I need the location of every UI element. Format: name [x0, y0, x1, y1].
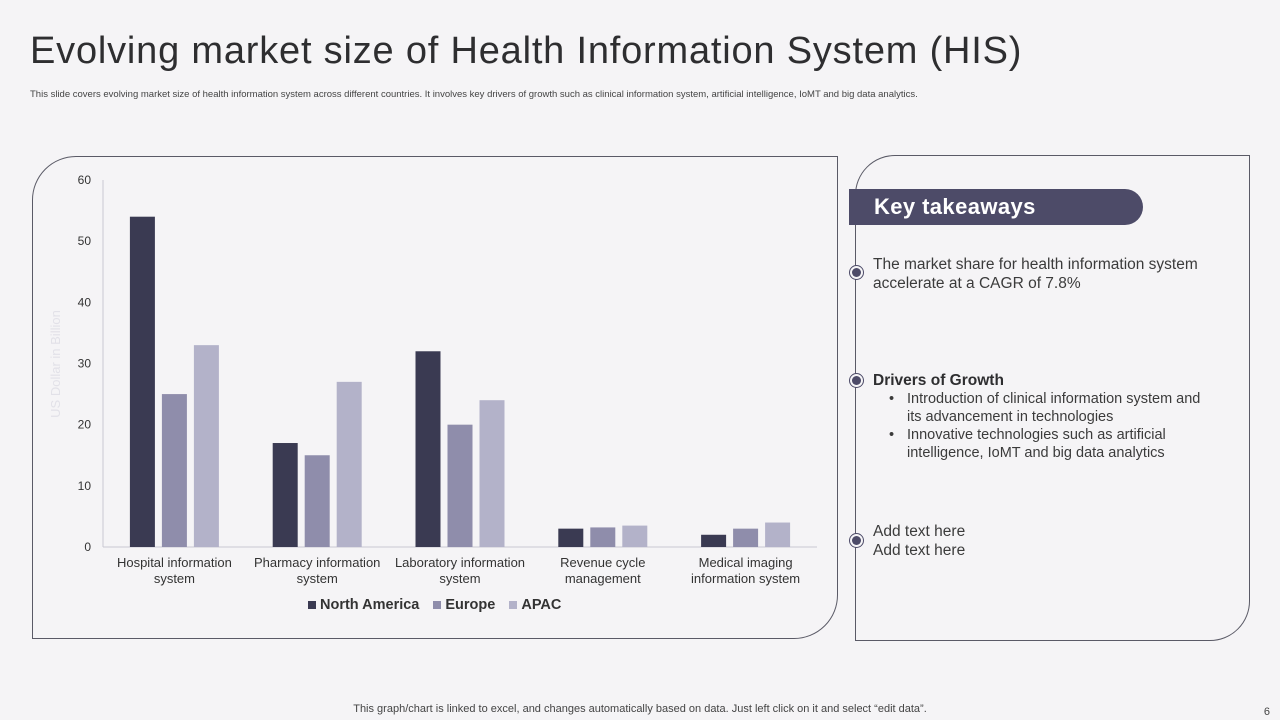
bar-europe: [161, 394, 187, 547]
bar-apac: [193, 345, 219, 547]
y-tick-label: 10: [78, 479, 92, 493]
placeholder-text[interactable]: Add text here: [873, 542, 966, 559]
page-title: Evolving market size of Health Informati…: [30, 30, 1023, 72]
bullet-marker-icon: [852, 268, 861, 277]
bar-europe: [590, 527, 616, 547]
takeaway-point-3[interactable]: Add text here Add text here: [873, 522, 965, 560]
drivers-heading: Drivers of Growth: [873, 372, 1004, 389]
y-axis-title: US Dollar in Billion: [48, 310, 63, 418]
x-tick-label: Hospital information: [117, 555, 232, 570]
y-tick-label: 30: [78, 357, 92, 371]
bar-europe: [733, 528, 759, 547]
bar-apac: [336, 381, 362, 547]
x-tick-label: system: [154, 571, 195, 586]
chart-legend: North America Europe APAC: [308, 597, 561, 613]
list-item-text: Innovative technologies such as artifici…: [907, 427, 1166, 443]
y-tick-label: 20: [78, 418, 92, 432]
bar-apac: [479, 400, 505, 547]
x-tick-label: management: [565, 571, 641, 586]
bar-apac: [622, 525, 648, 547]
list-item-text: intelligence, IoMT and big data analytic…: [907, 445, 1165, 461]
y-tick-label: 0: [84, 540, 91, 554]
page-subtitle: This slide covers evolving market size o…: [30, 89, 918, 100]
takeaway-point-1: The market share for health information …: [873, 255, 1198, 293]
legend-item-europe: Europe: [433, 597, 495, 613]
bar-north-america: [558, 528, 584, 547]
placeholder-text[interactable]: Add text here: [873, 523, 966, 540]
legend-label: APAC: [521, 597, 562, 613]
takeaway-text: The market share for health information …: [873, 256, 1198, 273]
x-tick-label: system: [297, 571, 338, 586]
x-tick-label: information system: [691, 571, 800, 586]
x-tick-label: Revenue cycle: [560, 555, 645, 570]
takeaway-text: accelerate at a CAGR of 7.8%: [873, 275, 1081, 292]
legend-swatch-apac: [509, 601, 518, 609]
bar-apac: [765, 522, 791, 547]
x-tick-label: system: [439, 571, 480, 586]
y-tick-label: 60: [78, 173, 92, 187]
bullet-marker-icon: [852, 376, 861, 385]
bar-north-america: [129, 216, 155, 547]
y-tick-label: 50: [78, 234, 92, 248]
x-tick-label: Laboratory information: [395, 555, 525, 570]
legend-item-north-america: North America: [308, 597, 419, 613]
key-takeaways-heading: Key takeaways: [849, 189, 1143, 225]
y-tick-label: 40: [78, 295, 92, 309]
drivers-list: Introduction of clinical information sys…: [873, 390, 1200, 462]
footer-note: This graph/chart is linked to excel, and…: [353, 703, 927, 715]
takeaways-panel: [855, 155, 1250, 641]
bar-north-america: [415, 351, 441, 547]
bar-europe: [304, 455, 330, 547]
chart-panel: [32, 156, 838, 639]
bar-europe: [447, 424, 473, 547]
list-item: Introduction of clinical information sys…: [889, 390, 1201, 426]
list-item-text: its advancement in technologies: [907, 409, 1114, 425]
list-item: Innovative technologies such as artifici…: [889, 426, 1200, 462]
bar-north-america: [272, 443, 298, 547]
legend-label: Europe: [445, 597, 496, 613]
takeaway-point-2: Drivers of Growth Introduction of clinic…: [873, 371, 1200, 462]
page-number: 6: [1263, 706, 1270, 718]
legend-label: North America: [320, 597, 420, 613]
bar-north-america: [701, 534, 727, 547]
legend-swatch-north-america: [308, 601, 316, 609]
legend-item-apac: APAC: [509, 597, 561, 613]
bullet-marker-icon: [852, 536, 861, 545]
legend-swatch-europe: [433, 601, 442, 609]
list-item-text: Introduction of clinical information sys…: [907, 391, 1201, 407]
x-tick-label: Medical imaging: [699, 555, 793, 570]
x-tick-label: Pharmacy information: [254, 555, 380, 570]
